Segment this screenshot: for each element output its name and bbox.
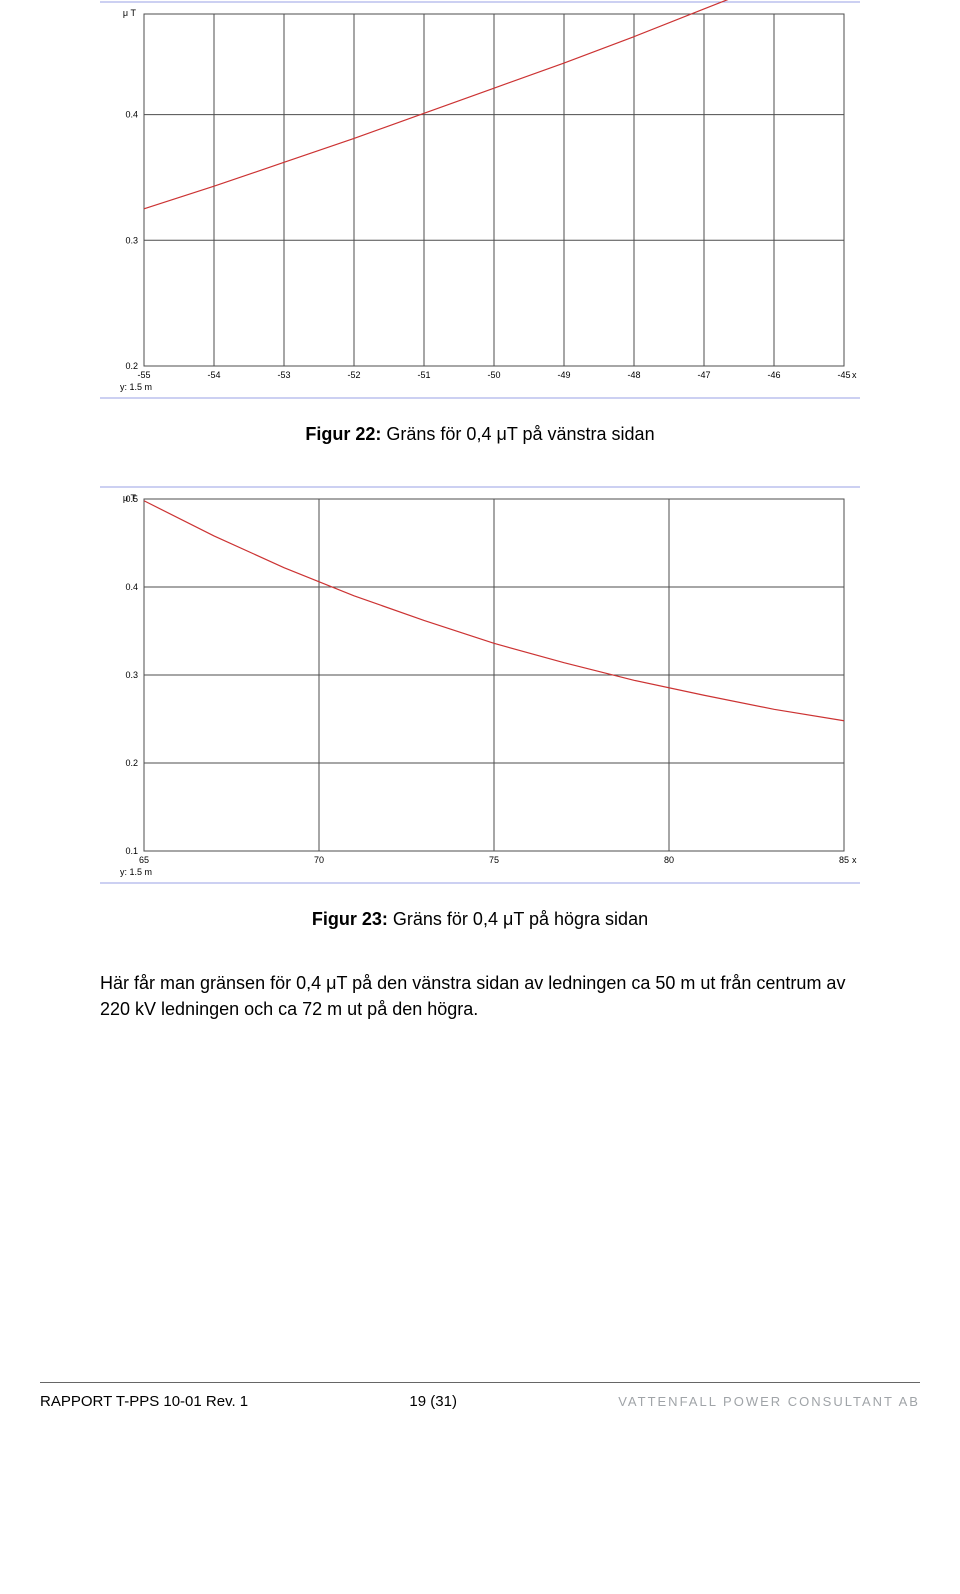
svg-text:85: 85	[839, 855, 849, 865]
svg-text:0.4: 0.4	[125, 582, 138, 592]
body-paragraph: Här får man gränsen för 0,4 μT på den vä…	[100, 970, 860, 1022]
svg-text:-45: -45	[837, 370, 850, 380]
svg-text:-49: -49	[557, 370, 570, 380]
figure-22-caption: Figur 22: Gräns för 0,4 μT på vänstra si…	[0, 424, 960, 445]
figure-23-chart: 0.10.20.30.40.5μ T6570758085xy: 1.5 m	[100, 485, 860, 885]
footer-report-id: RAPPORT T-PPS 10-01 Rev. 1	[40, 1393, 248, 1410]
svg-text:0.2: 0.2	[125, 361, 138, 371]
chart-2-svg: 0.10.20.30.40.5μ T6570758085xy: 1.5 m	[100, 485, 860, 885]
svg-text:-51: -51	[417, 370, 430, 380]
svg-text:μ T: μ T	[123, 8, 137, 18]
svg-text:x: x	[852, 855, 857, 865]
document-page: 0.2 0.3 0.4 μ T -55 -54 -53 -52 -51 -50 -49 -48 -47 -…	[0, 0, 960, 1440]
svg-text:75: 75	[489, 855, 499, 865]
svg-text:65: 65	[139, 855, 149, 865]
svg-text:y: 1.5 m: y: 1.5 m	[120, 382, 152, 392]
svg-text:-50: -50	[487, 370, 500, 380]
page-footer: RAPPORT T-PPS 10-01 Rev. 1 19 (31) VATTE…	[0, 1382, 960, 1440]
figure-23-caption: Figur 23: Gräns för 0,4 μT på högra sida…	[0, 909, 960, 930]
svg-text:-54: -54	[207, 370, 220, 380]
figure-22-chart: 0.2 0.3 0.4 μ T -55 -54 -53 -52 -51 -50 -49 -48 -47 -…	[100, 0, 860, 400]
figure-22-caption-bold: Figur 22:	[305, 424, 381, 444]
figure-22-caption-text: Gräns för 0,4 μT på vänstra sidan	[381, 424, 654, 444]
svg-text:0.2: 0.2	[125, 758, 138, 768]
footer-page-number: 19 (31)	[409, 1393, 457, 1410]
footer-rule	[40, 1382, 920, 1383]
svg-text:-52: -52	[347, 370, 360, 380]
svg-text:-55: -55	[137, 370, 150, 380]
svg-text:μ T: μ T	[123, 493, 137, 503]
svg-text:0.1: 0.1	[125, 846, 138, 856]
svg-text:0.3: 0.3	[125, 235, 138, 245]
svg-text:-46: -46	[767, 370, 780, 380]
svg-text:0.3: 0.3	[125, 670, 138, 680]
figure-23-caption-bold: Figur 23:	[312, 909, 388, 929]
svg-text:-47: -47	[697, 370, 710, 380]
footer-company: VATTENFALL POWER CONSULTANT AB	[618, 1394, 920, 1409]
svg-text:80: 80	[664, 855, 674, 865]
svg-text:-53: -53	[277, 370, 290, 380]
svg-text:70: 70	[314, 855, 324, 865]
chart-1-svg: 0.2 0.3 0.4 μ T -55 -54 -53 -52 -51 -50 -49 -48 -47 -…	[100, 0, 860, 400]
svg-text:0.4: 0.4	[125, 110, 138, 120]
svg-text:x: x	[852, 370, 857, 380]
svg-text:-48: -48	[627, 370, 640, 380]
figure-23-caption-text: Gräns för 0,4 μT på högra sidan	[388, 909, 648, 929]
svg-text:y: 1.5 m: y: 1.5 m	[120, 867, 152, 877]
